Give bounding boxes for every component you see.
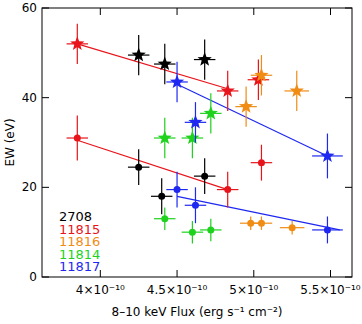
- x-tick: [100, 8, 101, 15]
- star-point: [221, 83, 235, 97]
- y-tick-label: 0: [29, 270, 37, 284]
- circle-point: [189, 229, 196, 236]
- circle-point: [207, 226, 214, 233]
- x-tick-label: 4×10⁻¹⁰: [76, 283, 125, 297]
- fit-line: [177, 84, 327, 156]
- star-point: [158, 131, 172, 145]
- star-point: [198, 52, 212, 66]
- star-point: [188, 115, 202, 129]
- x-tick: [330, 8, 331, 15]
- circle-point: [74, 135, 81, 142]
- y-tick-label: 20: [22, 180, 37, 194]
- star-point: [320, 148, 334, 162]
- x-tick: [253, 8, 254, 15]
- fit-line: [177, 196, 340, 230]
- y-tick-label: 60: [22, 1, 37, 15]
- circle-point: [258, 220, 265, 227]
- star-point: [290, 83, 304, 97]
- circle-point: [224, 186, 231, 193]
- circle-point: [201, 173, 208, 180]
- circle-point: [174, 186, 181, 193]
- plot-area: [67, 24, 343, 244]
- y-tick: [42, 97, 49, 98]
- star-point: [204, 106, 218, 120]
- x-tick: [177, 270, 178, 277]
- circle-point: [324, 226, 331, 233]
- y-tick: [345, 97, 352, 98]
- star-point: [185, 131, 199, 145]
- star-point: [170, 74, 184, 88]
- chart: 4×10⁻¹⁰4.5×10⁻¹⁰5×10⁻¹⁰5.5×10⁻¹⁰02040602…: [0, 0, 362, 324]
- x-axis-label: 8–10 keV Flux (erg s⁻¹ cm⁻²): [112, 305, 283, 319]
- circle-point: [161, 215, 168, 222]
- legend-entry: 11817: [59, 259, 100, 274]
- y-tick: [345, 187, 352, 188]
- x-tick: [177, 8, 178, 15]
- circle-point: [289, 224, 296, 231]
- star-point: [254, 68, 268, 82]
- circle-point: [135, 164, 142, 171]
- star-point: [70, 36, 84, 50]
- frame: [42, 8, 352, 277]
- star-point: [239, 99, 253, 113]
- star-point: [132, 48, 146, 62]
- circle-point: [192, 202, 199, 209]
- x-tick: [253, 270, 254, 277]
- circle-point: [258, 159, 265, 166]
- x-tick: [330, 270, 331, 277]
- x-tick-label: 4.5×10⁻¹⁰: [147, 283, 208, 297]
- y-tick: [42, 187, 49, 188]
- circle-point: [158, 193, 165, 200]
- y-axis-label: EW (eV): [3, 118, 17, 166]
- star-point: [158, 57, 172, 71]
- x-tick-label: 5.5×10⁻¹⁰: [300, 283, 361, 297]
- x-tick-label: 5×10⁻¹⁰: [229, 283, 278, 297]
- y-tick-label: 40: [22, 91, 37, 105]
